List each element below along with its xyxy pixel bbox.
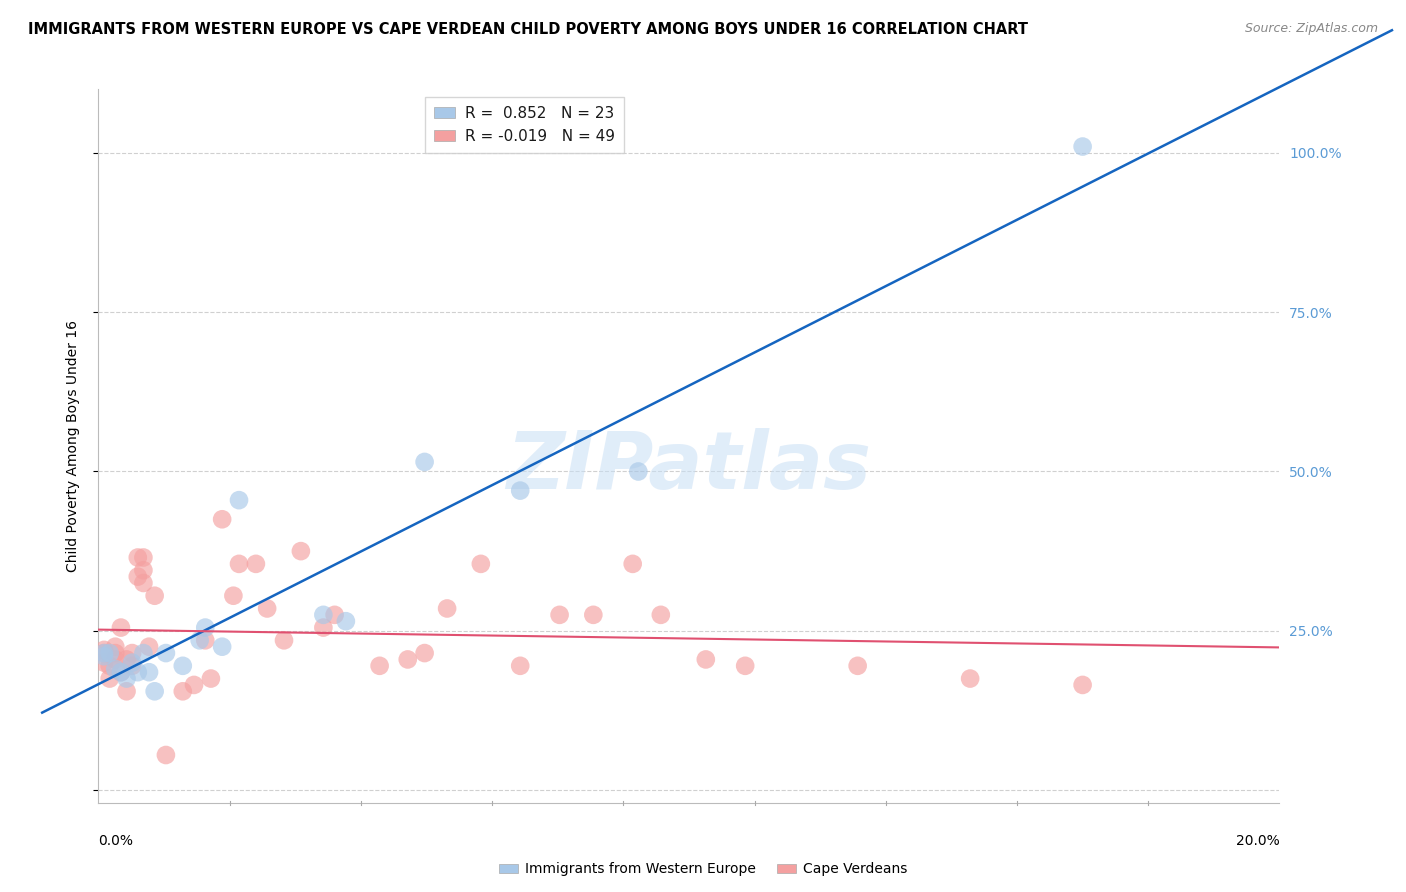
Point xyxy=(183,678,205,692)
Point xyxy=(273,633,295,648)
Point xyxy=(138,665,160,680)
Y-axis label: Child Poverty Among Boys Under 16: Child Poverty Among Boys Under 16 xyxy=(66,320,80,572)
Point xyxy=(132,576,155,591)
Point xyxy=(93,646,115,660)
Point xyxy=(582,607,605,622)
Point xyxy=(127,665,149,680)
Point xyxy=(627,465,650,479)
Legend: R =  0.852   N = 23, R = -0.019   N = 49: R = 0.852 N = 23, R = -0.019 N = 49 xyxy=(425,97,624,153)
Point xyxy=(104,662,127,676)
Legend: Immigrants from Western Europe, Cape Verdeans: Immigrants from Western Europe, Cape Ver… xyxy=(495,858,911,880)
Point xyxy=(650,607,672,622)
Point xyxy=(194,633,217,648)
Point xyxy=(959,672,981,686)
Point xyxy=(211,640,233,654)
Point xyxy=(110,621,132,635)
Point xyxy=(104,640,127,654)
Point xyxy=(245,557,267,571)
Point xyxy=(98,646,121,660)
Point xyxy=(470,557,492,571)
Point xyxy=(509,483,531,498)
Point xyxy=(413,455,436,469)
Text: 0.0%: 0.0% xyxy=(98,834,134,848)
Point xyxy=(143,589,166,603)
Point xyxy=(93,649,115,664)
Point xyxy=(172,684,194,698)
Point xyxy=(93,646,115,660)
Point xyxy=(93,643,115,657)
Point xyxy=(194,621,217,635)
Point xyxy=(138,640,160,654)
Point xyxy=(188,633,211,648)
Point xyxy=(368,658,391,673)
Point xyxy=(228,557,250,571)
Point xyxy=(200,672,222,686)
Point xyxy=(132,563,155,577)
Point xyxy=(228,493,250,508)
Point xyxy=(110,665,132,680)
Point xyxy=(93,656,115,670)
Text: IMMIGRANTS FROM WESTERN EUROPE VS CAPE VERDEAN CHILD POVERTY AMONG BOYS UNDER 16: IMMIGRANTS FROM WESTERN EUROPE VS CAPE V… xyxy=(28,22,1028,37)
Point xyxy=(846,658,869,673)
Point xyxy=(312,621,335,635)
Point xyxy=(548,607,571,622)
Point xyxy=(104,646,127,660)
Point xyxy=(413,646,436,660)
Point xyxy=(121,656,143,670)
Point xyxy=(312,607,335,622)
Point xyxy=(734,658,756,673)
Point xyxy=(323,607,346,622)
Point xyxy=(211,512,233,526)
Point xyxy=(98,658,121,673)
Point xyxy=(115,652,138,666)
Point xyxy=(621,557,644,571)
Point xyxy=(335,614,357,628)
Point xyxy=(115,672,138,686)
Point xyxy=(436,601,458,615)
Point xyxy=(396,652,419,666)
Point xyxy=(155,646,177,660)
Point xyxy=(1071,139,1094,153)
Point xyxy=(132,550,155,565)
Point xyxy=(155,747,177,762)
Point xyxy=(127,550,149,565)
Point xyxy=(121,658,143,673)
Point xyxy=(104,652,127,666)
Point xyxy=(290,544,312,558)
Point xyxy=(127,569,149,583)
Point xyxy=(509,658,531,673)
Point xyxy=(172,658,194,673)
Point xyxy=(256,601,278,615)
Text: 20.0%: 20.0% xyxy=(1236,834,1279,848)
Point xyxy=(222,589,245,603)
Point xyxy=(110,665,132,680)
Point xyxy=(115,684,138,698)
Point xyxy=(132,646,155,660)
Text: Source: ZipAtlas.com: Source: ZipAtlas.com xyxy=(1244,22,1378,36)
Text: ZIPatlas: ZIPatlas xyxy=(506,428,872,507)
Point xyxy=(121,646,143,660)
Point xyxy=(1071,678,1094,692)
Point xyxy=(98,672,121,686)
Point xyxy=(143,684,166,698)
Point xyxy=(695,652,717,666)
